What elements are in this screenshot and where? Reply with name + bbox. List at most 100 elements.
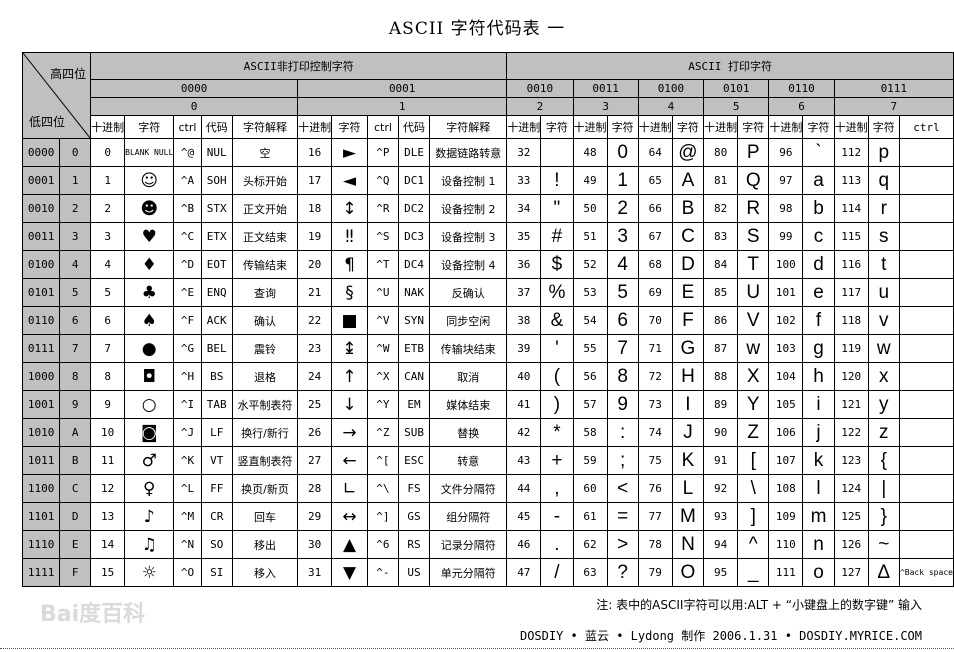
control-code: RS [397, 530, 431, 559]
ctrl-key [898, 278, 954, 307]
decimal-value: 26 [297, 418, 333, 447]
ctrl-key: ^@ [173, 138, 202, 167]
control-code: SYN [397, 306, 431, 335]
decimal-value: 79 [637, 558, 673, 587]
control-code: BEL [200, 334, 233, 363]
ctrl-key [898, 250, 954, 279]
decimal-value: 0 [90, 138, 126, 167]
control-char-glyph: ► [331, 138, 368, 167]
decimal-value: 36 [506, 250, 542, 279]
char-description: 移出 [231, 530, 299, 559]
decimal-value: 100 [768, 250, 804, 279]
control-char-glyph: ♪ [124, 502, 175, 531]
low-bits-hex: 6 [59, 306, 92, 335]
control-code: GS [397, 502, 431, 531]
table-row: 0000 0 0 BLANK NULL ^@ NUL 空 16 ► ^P DLE 数据链路转意 32 48… [21, 138, 954, 167]
decimal-value: 102 [768, 306, 804, 335]
table-row: 0001 1 1 ☺ ^A SOH 头标开始 17 ◄ ^Q DC1 设备控制 1 33! 49 1 65 A 8… [21, 166, 954, 195]
low-bits-binary: 0110 [21, 306, 61, 335]
decimal-value: 81 [703, 166, 739, 195]
decimal-value: 23 [297, 334, 333, 363]
decimal-value: 15 [90, 558, 126, 587]
printable-char: ' [540, 334, 574, 363]
high-bits-binary-3: 0011 [572, 79, 639, 98]
decimal-value: 70 [637, 306, 673, 335]
char-description: 确认 [231, 306, 299, 335]
ctrl-key: ^X [366, 362, 399, 391]
control-char-glyph: ▼ [331, 558, 368, 587]
control-char-glyph: ↕ [331, 194, 368, 223]
control-code: TAB [200, 390, 233, 419]
decimal-value: 13 [90, 502, 126, 531]
low-bits-hex: 5 [59, 278, 92, 307]
decimal-value: 126 [833, 530, 869, 559]
decimal-value: 66 [637, 194, 673, 223]
printable-char: { [867, 446, 900, 475]
printable-char: U [737, 278, 770, 307]
decimal-value: 97 [768, 166, 804, 195]
decimal-value: 114 [833, 194, 869, 223]
printable-char: 4 [606, 250, 639, 279]
ctrl-key [898, 166, 954, 195]
ctrl-key [898, 138, 954, 167]
low-bits-hex: B [59, 446, 92, 475]
col-header-char: 字符 [671, 115, 705, 139]
decimal-value: 76 [637, 474, 673, 503]
decimal-value: 93 [703, 502, 739, 531]
decimal-value: 75 [637, 446, 673, 475]
decimal-value: 40 [506, 362, 542, 391]
low-bits-hex: A [59, 418, 92, 447]
high-bits-hex-3: 3 [572, 97, 639, 116]
printable-char: \ [737, 474, 770, 503]
printable-char: r [867, 194, 900, 223]
printable-char: s [867, 222, 900, 251]
ctrl-key: ^] [366, 502, 399, 531]
control-char-glyph: ↨ [331, 334, 368, 363]
table-row: 0100 4 4 ♦ ^D EOT 传输结束 20 ¶ ^T DC4 设备控制 4 36 $52 4 68 D 8… [21, 250, 954, 279]
ctrl-key: ^Back space [898, 558, 954, 587]
high-bits-binary-5: 0101 [703, 79, 770, 98]
low-bits-binary: 0101 [21, 278, 61, 307]
printable-char: h [802, 362, 835, 391]
low-bits-binary: 1100 [21, 474, 61, 503]
printable-char: ` [802, 138, 835, 167]
ctrl-key: ^G [173, 334, 202, 363]
col-header-ctrl: ctrl [898, 115, 954, 139]
decimal-value: 68 [637, 250, 673, 279]
control-char-glyph: ¶ [331, 250, 368, 279]
printable-char: x [867, 362, 900, 391]
low-bits-binary: 0111 [21, 334, 61, 363]
char-description: 传输结束 [231, 250, 299, 279]
decimal-value: 90 [703, 418, 739, 447]
char-description: 设备控制 4 [429, 250, 508, 279]
table-row: 1011 B 11 ♂ ^K VT 竖直制表符 27 ← ^[ESC 转意 43 +59; 75 K 91[1… [21, 446, 954, 475]
decimal-value: 113 [833, 166, 869, 195]
decimal-value: 10 [90, 418, 126, 447]
ctrl-key [898, 306, 954, 335]
decimal-value: 21 [297, 278, 333, 307]
control-char-glyph: ↔ [331, 502, 368, 531]
printable-char: B [671, 194, 705, 223]
low-bits-binary: 0100 [21, 250, 61, 279]
col-header-dec: 十进制 [768, 115, 804, 139]
decimal-value: 12 [90, 474, 126, 503]
low-bits-binary: 0000 [21, 138, 61, 167]
decimal-value: 107 [768, 446, 804, 475]
decimal-value: 101 [768, 278, 804, 307]
control-code: DLE [397, 138, 431, 167]
decimal-value: 45 [506, 502, 542, 531]
high-bits-hex-1: 1 [297, 97, 508, 116]
char-description: 竖直制表符 [231, 446, 299, 475]
col-header-dec: 十进制 [90, 115, 126, 139]
printable-char [540, 138, 574, 167]
printable-char: & [540, 306, 574, 335]
decimal-value: 73 [637, 390, 673, 419]
printable-char: @ [671, 138, 705, 167]
low-bits-binary: 1000 [21, 362, 61, 391]
decimal-value: 69 [637, 278, 673, 307]
printable-char: ? [606, 558, 639, 587]
printable-char: + [540, 446, 574, 475]
printable-char: o [802, 558, 835, 587]
ctrl-key: ^N [173, 530, 202, 559]
printable-char: M [671, 502, 705, 531]
